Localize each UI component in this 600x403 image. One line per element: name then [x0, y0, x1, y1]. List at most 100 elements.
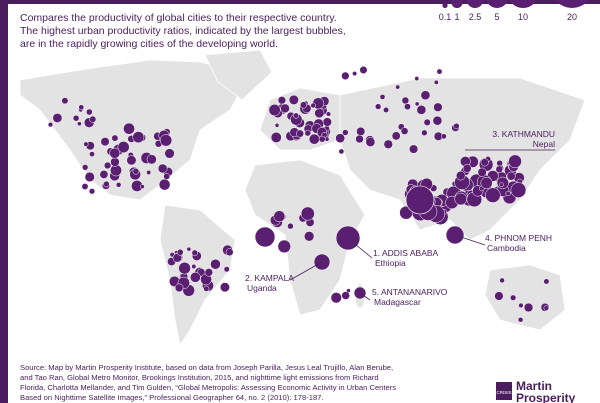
- city-bubble: [355, 134, 364, 144]
- city-bubble: [338, 148, 345, 155]
- logo: CRISIS Martin Prosperity: [496, 379, 576, 403]
- city-bubble: [318, 135, 326, 143]
- city-bubble: [375, 103, 382, 110]
- legend-label: 10: [518, 12, 528, 22]
- city-bubble: [404, 103, 411, 111]
- city-bubble: [433, 79, 439, 85]
- city-bubble: [61, 97, 69, 105]
- legend-label: 20: [567, 12, 577, 22]
- city-bubble: [277, 239, 291, 254]
- city-bubble: [110, 157, 120, 167]
- city-bubble: [86, 108, 93, 116]
- city-bubble: [455, 170, 466, 181]
- city-bubble: [391, 131, 401, 141]
- city-bubble: [164, 148, 175, 159]
- city-bubble: [517, 317, 524, 323]
- legend-label: 0.1: [439, 12, 452, 22]
- annotation-label: 2. KAMPALA: [245, 273, 294, 283]
- source-line: Based on Nighttime Satellite Images,” Pr…: [20, 393, 324, 402]
- city-bubble: [310, 102, 316, 109]
- city-bubble: [280, 103, 290, 114]
- city-bubble: [174, 283, 184, 293]
- city-bubble: [518, 302, 524, 309]
- highlight-bubble: [335, 225, 361, 251]
- city-bubble: [176, 248, 184, 256]
- city-bubble: [223, 266, 230, 273]
- city-bubble: [409, 144, 419, 154]
- logo-line2: Prosperity: [516, 391, 576, 403]
- leader-line: [289, 261, 323, 281]
- city-bubble: [495, 165, 503, 173]
- city-bubble: [103, 180, 110, 188]
- city-bubbles: [47, 65, 550, 323]
- city-bubble: [47, 122, 54, 128]
- city-bubble: [423, 118, 431, 126]
- city-bubble: [308, 133, 320, 145]
- city-bubble: [204, 268, 213, 277]
- city-bubble: [103, 161, 112, 170]
- city-bubble: [139, 184, 145, 189]
- city-bubble: [288, 94, 299, 105]
- city-bubble: [159, 134, 173, 147]
- city-bubble: [99, 170, 109, 179]
- city-bubble: [499, 182, 504, 187]
- subtitle-line: are in the rapidly growing cities of the…: [20, 38, 278, 50]
- city-bubble: [109, 147, 121, 159]
- city-bubble: [191, 249, 198, 257]
- city-bubble: [436, 68, 443, 75]
- city-bubble: [462, 163, 472, 173]
- annotation-country: Madagascar: [374, 297, 421, 307]
- city-bubble: [505, 190, 511, 197]
- city-bubble: [117, 141, 130, 154]
- city-bubble: [454, 192, 467, 206]
- city-bubble: [508, 154, 522, 169]
- subtitle-line: Compares the productivity of global citi…: [20, 12, 337, 24]
- city-bubble: [111, 134, 119, 142]
- city-bubble: [494, 291, 504, 301]
- city-bubble: [225, 248, 234, 257]
- logo-badge: CRISIS: [496, 390, 511, 395]
- leader-line: [454, 234, 486, 246]
- city-bubble: [163, 173, 171, 180]
- city-bubble: [510, 294, 517, 301]
- city-bubble: [543, 305, 549, 311]
- city-bubble: [523, 302, 534, 313]
- city-bubble: [219, 282, 230, 293]
- city-bubble: [78, 104, 85, 111]
- city-bubble: [83, 141, 89, 147]
- annotation-country: Ethiopia: [375, 258, 406, 268]
- city-bubble: [433, 102, 443, 112]
- city-bubble: [356, 126, 366, 136]
- subtitle-line: The highest urban productivity ratios, i…: [20, 25, 346, 37]
- legend-bubble: [555, 0, 589, 8]
- city-bubble: [485, 187, 501, 203]
- city-bubble: [414, 76, 420, 81]
- city-bubble: [190, 271, 201, 283]
- city-bubble: [300, 206, 315, 221]
- city-bubble: [510, 182, 527, 198]
- city-bubble: [440, 133, 447, 140]
- city-bubble: [383, 106, 390, 113]
- city-bubble: [88, 188, 96, 195]
- city-bubble: [496, 160, 503, 167]
- legend-label: 1: [454, 12, 459, 22]
- city-bubble: [365, 137, 376, 147]
- legend-label: 2.5: [469, 12, 482, 22]
- subtitle: Compares the productivity of global citi…: [20, 12, 346, 50]
- city-bubble: [158, 178, 171, 191]
- city-bubble: [352, 71, 358, 77]
- city-bubble: [480, 158, 489, 167]
- city-bubble: [506, 171, 516, 181]
- city-bubble: [81, 164, 89, 171]
- city-bubble: [314, 108, 325, 119]
- city-bubble: [84, 171, 95, 183]
- legend-bubble: [451, 0, 463, 8]
- leader-line: [359, 292, 371, 301]
- city-bubble: [304, 231, 315, 242]
- city-bubble: [123, 122, 135, 135]
- city-bubble: [203, 285, 210, 292]
- city-bubble: [157, 163, 168, 174]
- city-bubble: [273, 210, 286, 223]
